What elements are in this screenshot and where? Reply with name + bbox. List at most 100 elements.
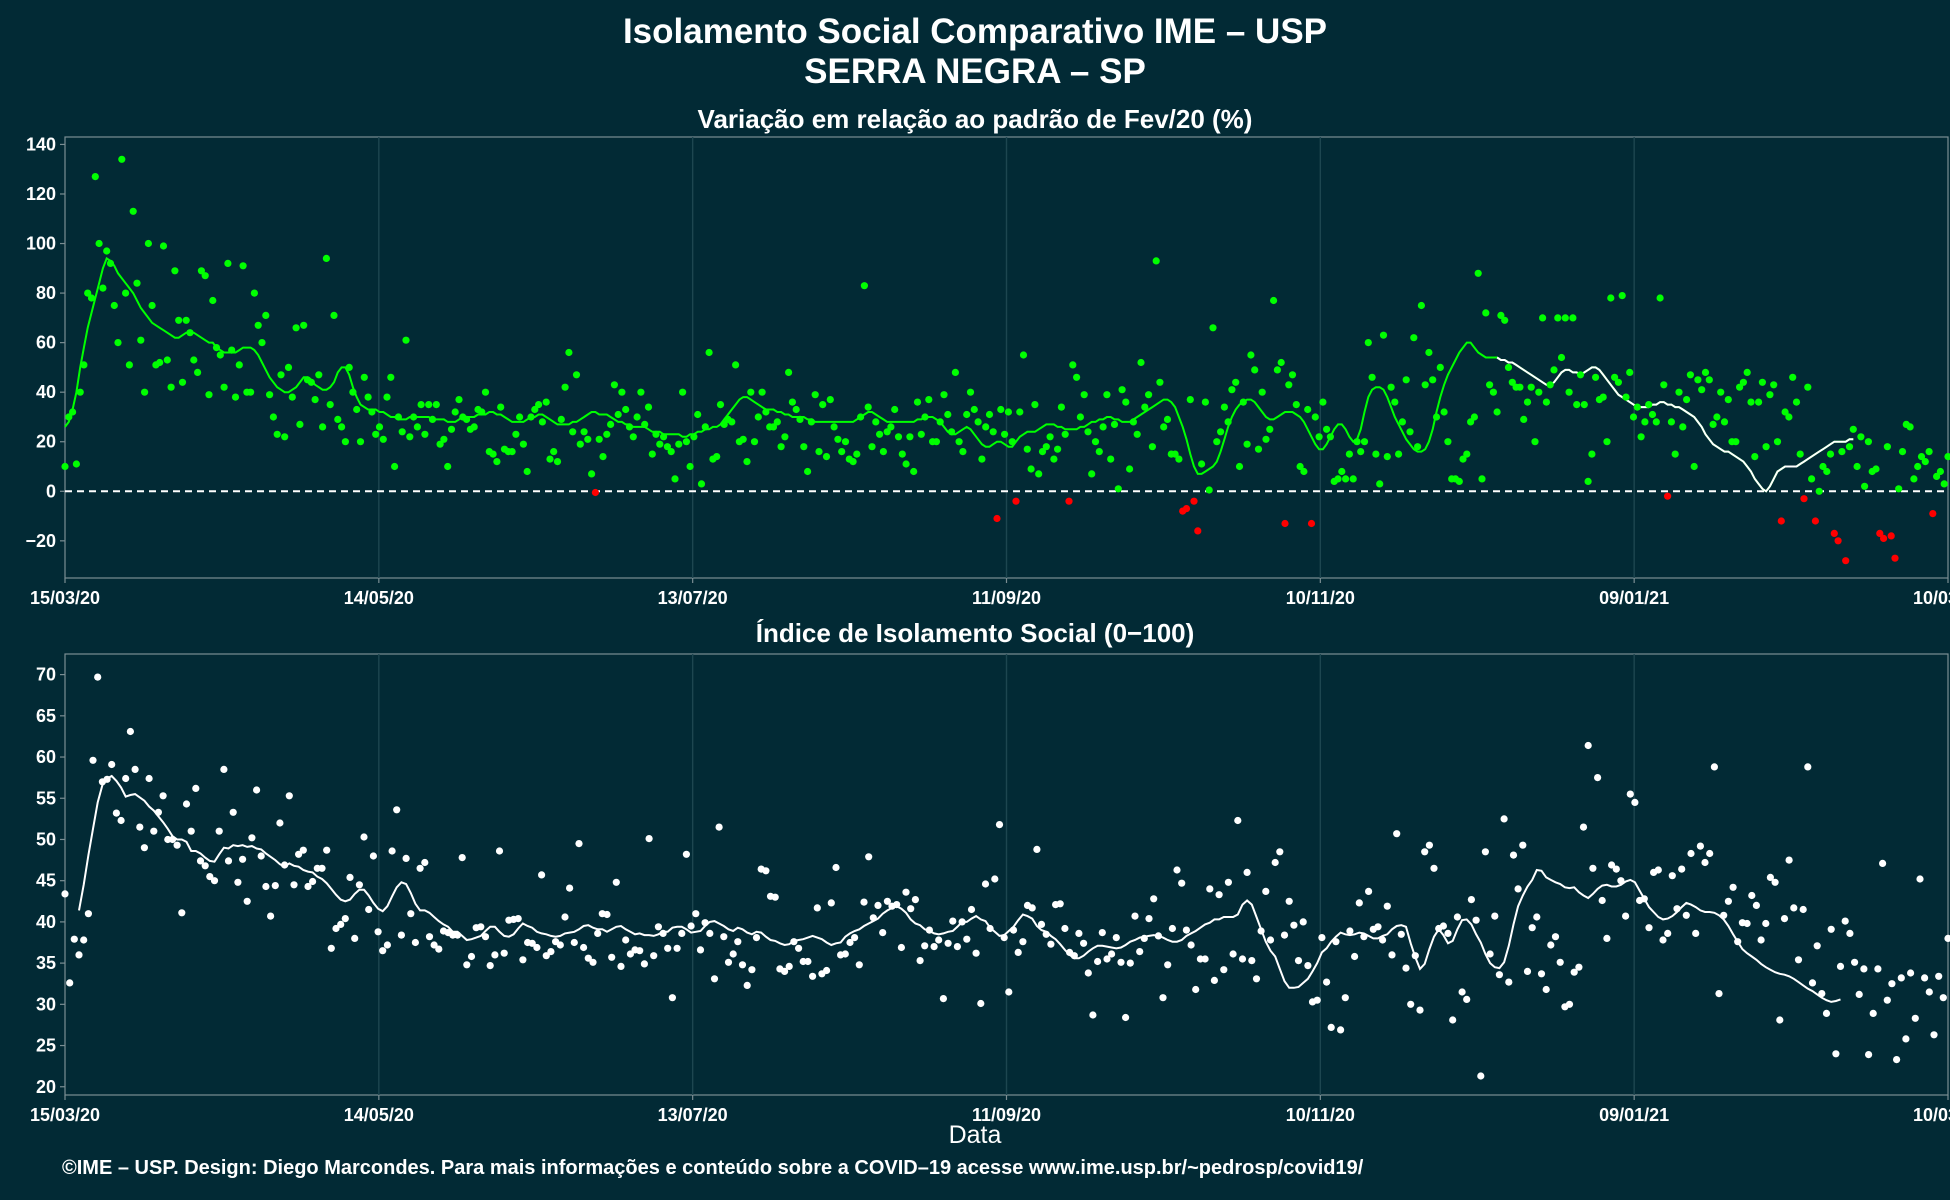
data-point — [645, 835, 653, 843]
data-point — [1145, 915, 1153, 923]
data-point — [1579, 823, 1588, 831]
data-point — [528, 939, 536, 947]
data-point — [869, 914, 877, 922]
data-point — [1054, 445, 1062, 453]
data-point — [453, 931, 462, 939]
data-point — [1785, 413, 1793, 421]
data-point — [599, 453, 607, 461]
data-point — [1841, 917, 1849, 925]
data-point — [743, 981, 751, 990]
data-point — [1432, 413, 1441, 421]
data-point — [451, 408, 459, 416]
data-point — [879, 929, 887, 937]
data-point — [1000, 934, 1008, 942]
data-point — [1701, 858, 1709, 867]
data-point — [156, 358, 164, 367]
data-point — [542, 952, 550, 960]
data-point — [1407, 1000, 1415, 1008]
data-point — [1777, 517, 1785, 525]
data-point — [713, 453, 721, 461]
data-point — [1598, 896, 1606, 905]
data-point — [1603, 438, 1611, 446]
data-point — [1258, 388, 1266, 396]
data-point — [629, 433, 637, 441]
data-point — [338, 423, 346, 431]
data-point — [1056, 900, 1064, 908]
data-point — [1762, 919, 1770, 928]
data-point — [1940, 480, 1948, 488]
data-point — [349, 388, 357, 396]
data-point — [944, 939, 952, 947]
data-point — [1042, 930, 1050, 938]
data-point — [65, 413, 73, 421]
data-point — [1732, 438, 1740, 446]
data-point — [1047, 940, 1055, 948]
data-point — [1893, 1056, 1901, 1064]
data-point — [379, 435, 387, 443]
data-point — [972, 949, 980, 957]
data-point — [1520, 415, 1528, 423]
data-point — [758, 388, 766, 396]
data-point — [1262, 887, 1270, 896]
data-point — [1589, 864, 1597, 872]
x-tick-label: 13/07/20 — [658, 588, 728, 608]
data-point — [625, 423, 634, 431]
data-point — [182, 316, 190, 324]
data-point — [118, 155, 126, 163]
x-tick-label: 10/11/20 — [1286, 1105, 1355, 1125]
data-point — [1360, 438, 1369, 446]
data-point — [622, 405, 630, 414]
data-point — [1444, 438, 1452, 446]
data-point — [1470, 413, 1478, 421]
data-point — [1914, 462, 1922, 471]
data-point — [1248, 957, 1256, 965]
data-point — [145, 774, 153, 783]
data-point — [696, 946, 705, 954]
data-point — [720, 420, 728, 428]
y-tick-label: 40 — [36, 382, 56, 402]
data-point — [1065, 497, 1073, 505]
data-point — [1869, 1009, 1877, 1018]
data-point — [584, 435, 592, 443]
data-point — [652, 430, 660, 438]
data-point — [356, 438, 365, 446]
data-point — [1652, 418, 1660, 426]
data-point — [762, 408, 770, 416]
data-point — [150, 827, 158, 835]
data-point — [955, 438, 963, 446]
data-point — [860, 282, 869, 290]
data-point — [1444, 929, 1452, 938]
data-point — [807, 418, 816, 426]
data-point — [1792, 398, 1801, 406]
data-point — [428, 415, 437, 423]
data-point — [795, 944, 803, 952]
data-point — [1482, 309, 1490, 317]
data-point — [1855, 990, 1863, 999]
data-point — [1133, 430, 1141, 438]
data-point — [1379, 936, 1387, 944]
x-tick-label: 14/05/20 — [344, 588, 414, 608]
data-point — [269, 413, 277, 421]
data-point — [413, 423, 421, 431]
data-point — [1266, 936, 1275, 944]
data-point — [66, 979, 74, 987]
data-point — [281, 433, 289, 441]
data-point — [398, 428, 406, 436]
data-point — [1887, 532, 1895, 540]
data-point — [830, 423, 838, 431]
data-point — [636, 947, 644, 955]
data-point — [1091, 438, 1100, 446]
data-point — [231, 393, 240, 401]
data-point — [706, 929, 714, 938]
data-point — [1243, 440, 1251, 448]
data-point — [1799, 905, 1807, 914]
data-point — [1838, 448, 1846, 456]
data-point — [1794, 956, 1803, 964]
data-point — [893, 901, 901, 909]
data-point — [192, 784, 200, 793]
data-point — [1804, 763, 1812, 771]
data-point — [989, 428, 997, 436]
data-point — [546, 455, 554, 463]
data-point — [1883, 443, 1891, 451]
data-point — [1296, 462, 1304, 471]
